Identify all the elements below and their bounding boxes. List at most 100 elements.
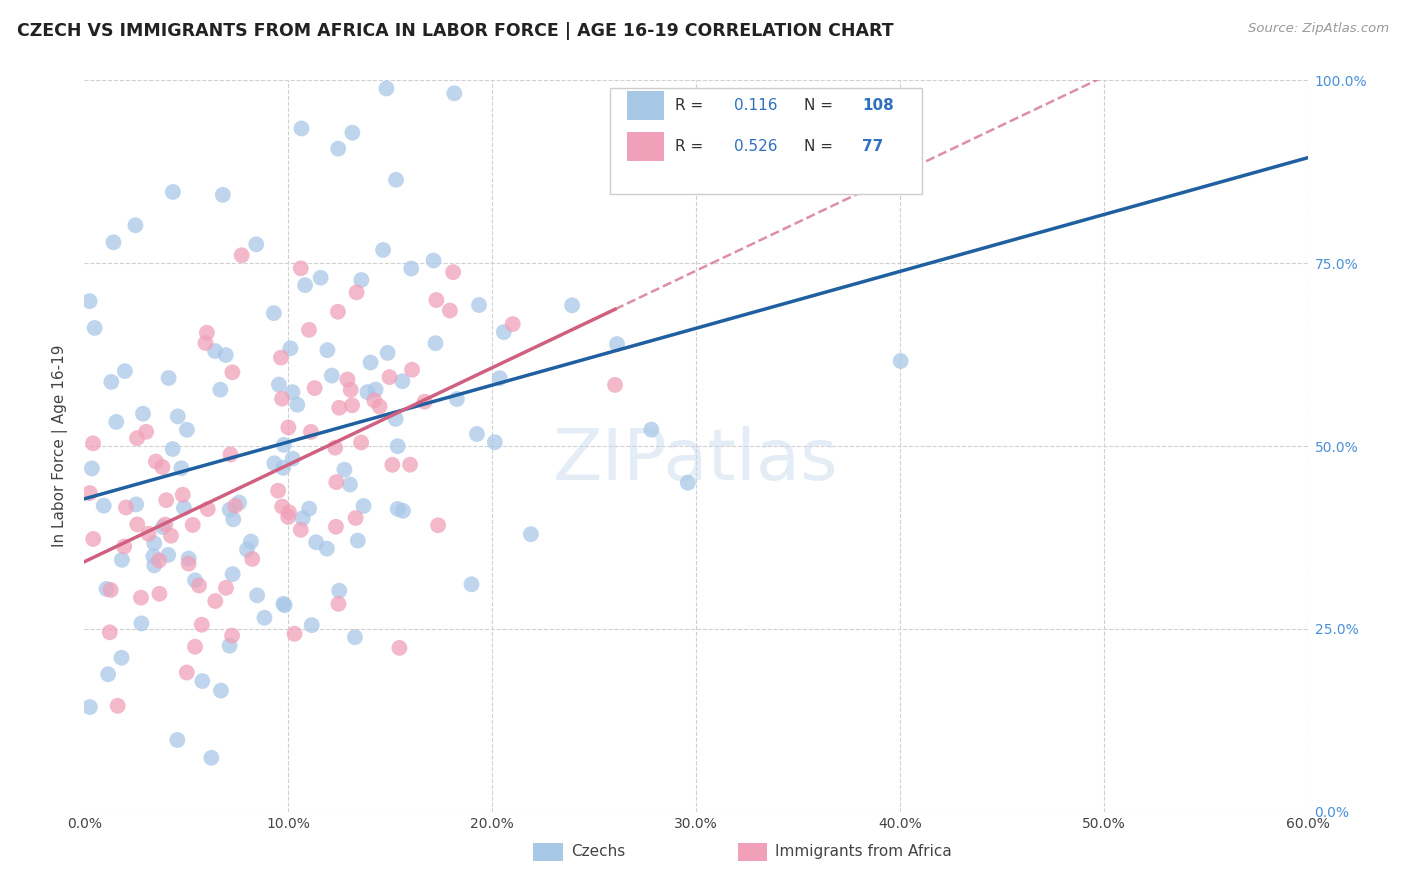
Point	[143, 536, 166, 550]
FancyBboxPatch shape	[610, 87, 922, 194]
Text: 77: 77	[862, 139, 883, 154]
Point	[263, 456, 285, 470]
Point	[346, 285, 368, 300]
Point	[468, 298, 491, 312]
Point	[502, 317, 524, 331]
Point	[218, 502, 240, 516]
Point	[325, 475, 347, 490]
Point	[326, 305, 349, 319]
Point	[325, 520, 347, 534]
Text: 0.116: 0.116	[734, 97, 778, 112]
Point	[388, 640, 411, 655]
Point	[155, 493, 177, 508]
Point	[103, 235, 125, 250]
Point	[83, 321, 105, 335]
Point	[112, 540, 135, 554]
Point	[191, 617, 214, 632]
Point	[195, 326, 218, 340]
Point	[371, 243, 394, 257]
Point	[79, 486, 101, 500]
Point	[188, 578, 211, 592]
Point	[443, 87, 465, 101]
Point	[181, 518, 204, 533]
Point	[135, 425, 157, 439]
Point	[333, 462, 356, 476]
Point	[387, 439, 409, 453]
Text: Source: ZipAtlas.com: Source: ZipAtlas.com	[1249, 22, 1389, 36]
Point	[160, 529, 183, 543]
Point	[364, 383, 387, 397]
Point	[561, 298, 583, 312]
Point	[177, 551, 200, 566]
Point	[176, 665, 198, 680]
Point	[142, 549, 165, 564]
Point	[166, 409, 188, 424]
Point	[152, 460, 174, 475]
Point	[299, 425, 322, 439]
Point	[170, 461, 193, 475]
Point	[177, 557, 200, 571]
Text: 108: 108	[862, 97, 894, 112]
Point	[166, 733, 188, 747]
Point	[267, 377, 290, 392]
Point	[115, 500, 138, 515]
Point	[375, 81, 398, 95]
Point	[222, 512, 245, 526]
Point	[399, 261, 422, 276]
Point	[281, 385, 304, 400]
Point	[129, 591, 152, 605]
Point	[344, 511, 367, 525]
Point	[422, 253, 444, 268]
Point	[328, 583, 350, 598]
Text: ZIPatlas: ZIPatlas	[553, 426, 839, 495]
Point	[204, 594, 226, 608]
Point	[197, 502, 219, 516]
Point	[606, 337, 628, 351]
Point	[328, 597, 350, 611]
Point	[96, 582, 118, 596]
Point	[105, 415, 128, 429]
Point	[346, 533, 368, 548]
Point	[204, 344, 226, 359]
Point	[280, 342, 302, 356]
Point	[399, 458, 422, 472]
Point	[520, 527, 543, 541]
Point	[387, 502, 409, 516]
Point	[143, 558, 166, 573]
Point	[339, 477, 361, 491]
Point	[281, 451, 304, 466]
Point	[363, 393, 385, 408]
Point	[339, 383, 361, 397]
Point	[124, 219, 146, 233]
Point	[392, 504, 415, 518]
Point	[890, 354, 912, 368]
Point	[441, 265, 464, 279]
Point	[79, 294, 101, 309]
Point	[385, 173, 408, 187]
Point	[439, 303, 461, 318]
Point	[378, 370, 401, 384]
Point	[290, 261, 312, 276]
Point	[228, 495, 250, 509]
Point	[240, 552, 263, 566]
Point	[215, 348, 238, 362]
Point	[291, 511, 314, 525]
Point	[148, 587, 170, 601]
Point	[162, 442, 184, 456]
Text: 0.526: 0.526	[734, 139, 778, 154]
Point	[290, 523, 312, 537]
Text: Immigrants from Africa: Immigrants from Africa	[776, 844, 952, 859]
Point	[246, 588, 269, 602]
Point	[209, 383, 232, 397]
Point	[271, 500, 294, 514]
Point	[425, 336, 447, 351]
Point	[148, 553, 170, 567]
Point	[145, 454, 167, 468]
Point	[305, 535, 328, 549]
Point	[131, 616, 153, 631]
Point	[298, 323, 321, 337]
Point	[263, 306, 285, 320]
Point	[97, 667, 120, 681]
FancyBboxPatch shape	[533, 843, 562, 861]
Point	[492, 325, 515, 339]
